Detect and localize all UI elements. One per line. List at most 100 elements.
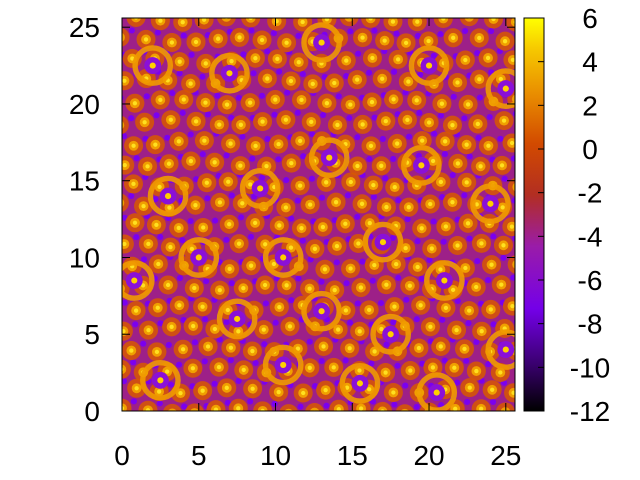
field-spot-peak	[370, 55, 375, 61]
field-ring-center	[164, 193, 172, 200]
field-minimum	[389, 234, 396, 241]
field-spot-halo	[491, 0, 510, 11]
field-minimum	[240, 51, 247, 58]
field-ring-center	[226, 70, 233, 77]
field-ring	[416, 372, 458, 411]
field-spot-peak	[217, 122, 222, 127]
field-spot-peak	[241, 367, 246, 373]
field-spot-halo	[374, 0, 393, 11]
field-spot	[119, 0, 129, 3]
field-minimum	[418, 275, 425, 282]
field-spot	[212, 0, 222, 1]
field-spot-peak	[240, 201, 245, 206]
field-spot-peak	[180, 430, 184, 434]
field-spot-peak	[170, 411, 174, 415]
field-spot-peak	[320, 432, 324, 436]
field-spot-peak	[158, 18, 163, 23]
field-ring	[362, 221, 404, 263]
field-spot-peak	[241, 286, 246, 291]
field-spot	[329, 0, 339, 1]
field-spot-peak	[546, 325, 550, 329]
field-spot-peak	[236, 329, 241, 334]
field-spot-peak	[169, 324, 174, 329]
field-minimum	[122, 132, 128, 140]
field-spot-peak	[360, 122, 365, 127]
field-minimum	[271, 400, 278, 408]
field-ring	[178, 237, 220, 278]
field-spot-peak	[176, 225, 181, 231]
field-spot-peak	[146, 241, 151, 247]
field-spot	[548, 199, 558, 209]
field-spot	[270, 425, 280, 435]
field-minimum	[393, 30, 400, 37]
field-spot-peak	[332, 287, 337, 293]
field-spot-peak	[117, 123, 121, 127]
field-spot-halo	[555, 53, 574, 72]
colorbar-tick-label: -10	[570, 352, 610, 383]
field-minimum	[414, 238, 421, 245]
field-spot	[559, 342, 569, 352]
field-spot-peak	[106, 179, 110, 183]
field-spot-peak	[550, 365, 554, 369]
colorbar-axis: 6 4 2 0 -2 -4 -6 -8 -10 -12	[538, 3, 610, 427]
field-spot-peak	[502, 39, 508, 44]
field-minimum	[557, 151, 563, 157]
field-minimum	[357, 422, 363, 428]
field-spot-peak	[225, 307, 230, 313]
field-ring-center	[149, 62, 156, 69]
field-spot-halo	[90, 358, 109, 377]
field-spot-peak	[501, 118, 507, 123]
field-spot-peak	[331, 365, 336, 370]
field-minimum	[247, 398, 254, 405]
field-minimum	[109, 357, 115, 363]
field-spot-peak	[430, 365, 436, 370]
colorbar	[523, 17, 545, 412]
field-spot-peak	[122, 406, 125, 411]
field-minimum	[377, 299, 385, 307]
field-spot	[560, 429, 570, 439]
field-minimum	[371, 114, 378, 121]
field-minimum	[466, 235, 473, 242]
field-spot-peak	[157, 184, 162, 189]
field-minimum	[359, 258, 366, 265]
field-ring-center	[234, 315, 241, 322]
field-spot-peak	[477, 35, 482, 41]
field-ring-center	[280, 361, 287, 369]
field-spot-peak	[475, 121, 480, 127]
field-spot-peak	[122, 241, 127, 247]
field-ring-center	[425, 62, 433, 69]
field-minimum	[295, 32, 302, 39]
field-minimum	[550, 338, 556, 344]
field-minimum	[307, 423, 313, 429]
field-ring	[209, 52, 250, 94]
field-minimum	[486, 113, 493, 121]
field-minimum	[478, 7, 484, 13]
field-spot-peak	[462, 346, 467, 351]
field-spot-peak	[372, 262, 377, 268]
x-tick-label: 5	[191, 440, 207, 471]
field-spot-peak	[562, 140, 566, 144]
field-minimum	[141, 256, 148, 263]
field-spot-halo	[507, 177, 515, 197]
field-ring-center	[487, 200, 494, 207]
field-spot-peak	[355, 77, 360, 82]
field-spot-peak	[260, 119, 265, 124]
field-minimum	[413, 403, 420, 410]
field-minimum	[561, 113, 567, 119]
field-minimum	[390, 319, 397, 326]
field-spot	[285, 0, 295, 5]
field-spot-peak	[216, 365, 222, 370]
field-spot-peak	[153, 142, 158, 147]
field-minimum	[473, 421, 479, 427]
field-spot-peak	[367, 387, 372, 392]
colorbar-tick-label: 2	[582, 90, 598, 121]
field-minimum	[271, 111, 278, 118]
field-spot-peak	[96, 288, 100, 292]
field-spot-peak	[193, 410, 196, 411]
field-minimum	[169, 89, 176, 97]
field-ring	[408, 45, 450, 86]
field-ring	[132, 45, 174, 86]
field-ring	[147, 175, 189, 217]
field-spot	[555, 99, 565, 109]
field-minimum	[306, 338, 313, 345]
